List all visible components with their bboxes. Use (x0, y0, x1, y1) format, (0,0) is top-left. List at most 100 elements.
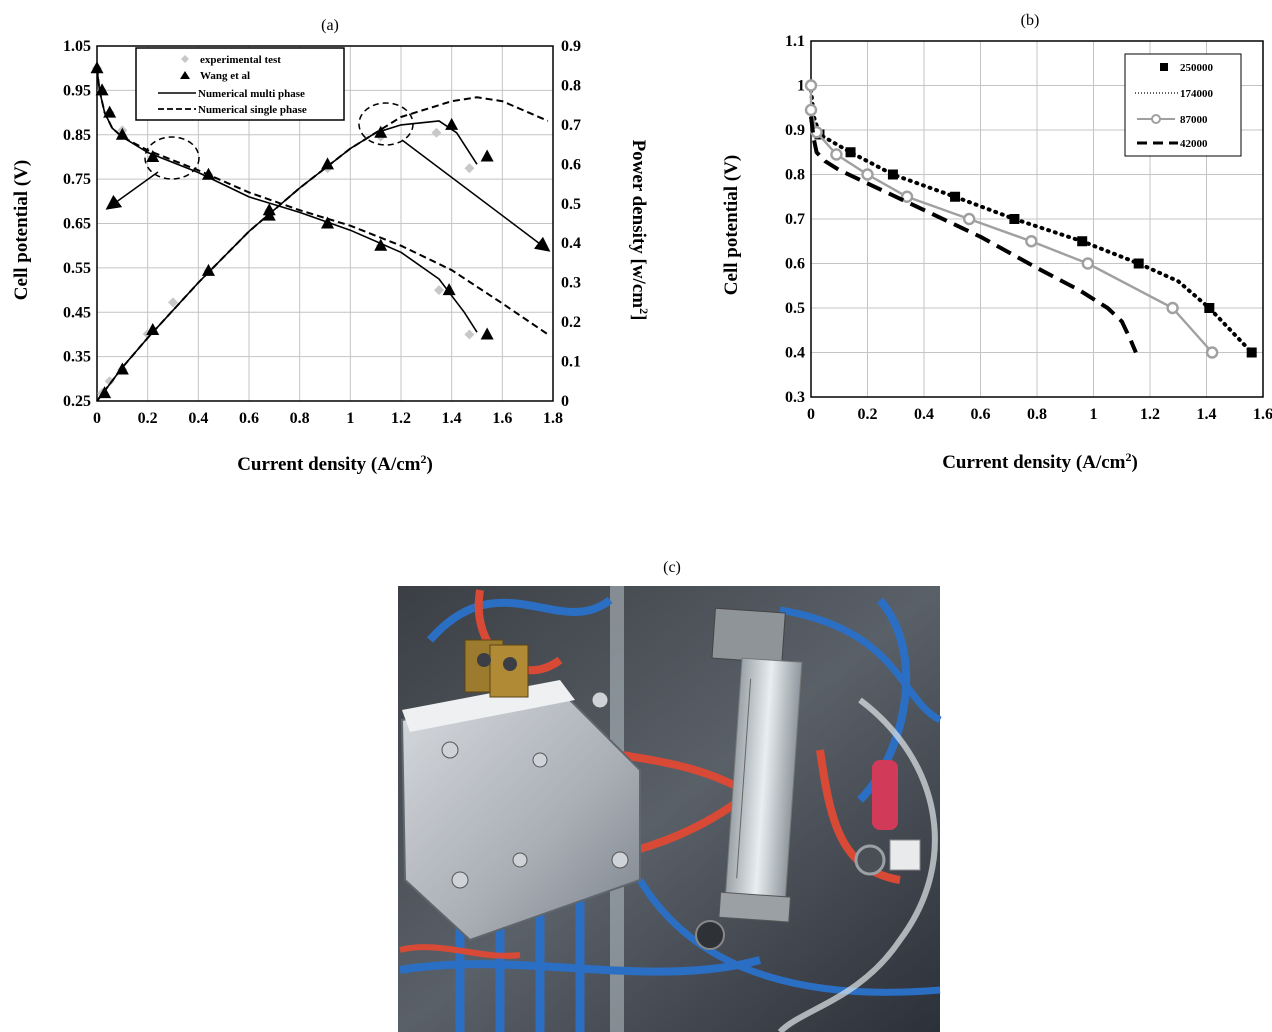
chart-a-x-tick-label: 1.8 (543, 410, 563, 427)
chart-b-x-tick-label: 1.6 (1253, 406, 1272, 423)
chart-b-data-point (1081, 257, 1095, 270)
chart-a-y-axis-title: Cell potential (V) (11, 160, 32, 300)
chart-b-y-tick-label: 0.4 (785, 345, 805, 362)
chart-b-data-point (963, 212, 976, 226)
chart-a-series-line (96, 68, 549, 336)
chart-a-legend: experimental test Wang et al Numerical m… (135, 47, 345, 121)
chart-a-x-ticks: 0 0.2 0.4 0.6 0.8 1 1.2 1.4 1.6 1.8 (93, 410, 563, 427)
chart-a-series-line (96, 120, 478, 402)
chart-b-series-174000 (809, 88, 1254, 355)
chart-a-y2-tick-label: 0.9 (561, 38, 581, 55)
chart-a-data-point (464, 329, 475, 340)
chart-a-series (90, 61, 549, 402)
chart-b-x-tick-label: 1.2 (1140, 406, 1160, 423)
chart-a-y-tick-label: 1.05 (63, 38, 91, 55)
chart-a-y2-tick-label: 0.3 (561, 275, 581, 292)
chart-b-y-tick-label: 0.8 (785, 167, 805, 184)
chart-a-data-point (442, 283, 456, 296)
chart-b-data-point (804, 103, 818, 117)
chart-a-y2-tick-label: 0.5 (561, 196, 581, 213)
chart-a: (a) 0 0.2 0.4 0.6 0.8 1 1.2 1.4 1.6 1.8 0.250.350… (11, 17, 651, 475)
chart-a-legend-label: Wang et al (200, 70, 250, 82)
chart-b-legend-label: 250000 (1180, 62, 1214, 74)
chart-b-x-tick-label: 0.6 (971, 406, 991, 423)
chart-b-data-point (1205, 346, 1219, 359)
chart-a-x-axis-title: Current density (A/cm2) (237, 452, 433, 475)
chart-b-y-tick-label: 1 (797, 78, 805, 95)
chart-b-x-tick-label: 0.8 (1027, 406, 1047, 423)
chart-a-y2-tick-label: 0.1 (561, 354, 581, 371)
chart-a-y2-tick-label: 0.7 (561, 117, 581, 134)
chart-b-series-line (809, 116, 1138, 354)
chart-a-legend-label: Numerical single phase (198, 104, 307, 116)
fuel-cell-photo (398, 586, 942, 1032)
chart-a-y2-tick-label: 0 (561, 393, 569, 410)
chart-a-legend-item-single: Numerical single phase (158, 104, 307, 116)
chart-b-x-tick-label: 0.2 (858, 406, 878, 423)
chart-b-legend-label: 42000 (1180, 138, 1208, 150)
chart-a-x-tick-label: 1.4 (442, 410, 462, 427)
chart-a-y-ticks: 0.25 0.35 0.45 0.55 0.65 0.75 0.85 0.95 1.05 (63, 38, 91, 410)
chart-a-legend-item-wang: Wang et al (180, 70, 250, 82)
chart-b-data-point (1246, 347, 1257, 358)
chart-a-x-tick-label: 0.4 (188, 410, 208, 427)
chart-a-y-tick-label: 0.95 (63, 82, 91, 99)
chart-a-y2-tick-label: 0.8 (561, 77, 581, 94)
chart-a-series-numerical-single-phase (96, 68, 549, 336)
chart-b-y-ticks: 0.3 0.4 0.5 0.6 0.7 0.8 0.9 1 1.1 (785, 33, 805, 406)
chart-a-data-point (146, 149, 160, 162)
chart-b-series-line (809, 88, 1254, 355)
chart-a-x-tick-label: 1.2 (391, 410, 411, 427)
chart-b-data-point (1025, 235, 1038, 248)
chart-a-y2-tick-label: 0.6 (561, 156, 581, 173)
chart-b-y-tick-label: 0.5 (785, 300, 805, 317)
chart-b-data-point (845, 147, 856, 158)
chart-a-data-point (168, 297, 178, 308)
chart-a-arrow-left (105, 171, 159, 210)
chart-a-data-point (480, 149, 494, 162)
chart-a-data-point (90, 61, 104, 74)
chart-a-legend-item-multi: Numerical multi phase (158, 88, 305, 100)
chart-a-data-point (104, 376, 115, 387)
chart-b-y-tick-label: 0.9 (785, 122, 805, 139)
chart-a-data-point (480, 327, 494, 340)
chart-b-data-point (1166, 301, 1179, 315)
chart-b: (b) 0 0.2 0.4 0.6 0.8 1 1.2 1.4 1.6 0.3 0.4 0.5 0.6… (721, 12, 1272, 473)
chart-a-data-point (434, 285, 444, 296)
chart-a-highlight-ellipse-right (358, 102, 414, 146)
chart-a-highlight-ellipse-left (144, 136, 200, 180)
chart-a-series-numerical-multi-phase (96, 120, 478, 402)
chart-a-data-point (374, 238, 388, 251)
chart-a-series-line (96, 96, 549, 402)
chart-b-legend-item-174000: 174000 (1135, 88, 1214, 100)
chart-a-y2-tick-label: 0.4 (561, 235, 581, 252)
chart-a-legend-label: Numerical multi phase (198, 88, 305, 100)
chart-a-data-point (445, 117, 459, 130)
chart-b-y-tick-label: 0.7 (785, 211, 805, 228)
chart-b-data-point (830, 148, 843, 161)
chart-b-legend-item-87000: 87000 (1137, 114, 1208, 126)
chart-a-data-point (431, 127, 442, 138)
chart-b-data-point (861, 168, 874, 181)
chart-a-data-point (95, 83, 109, 96)
chart-a-y-tick-label: 0.35 (63, 349, 91, 366)
photo-panel-label: (c) (663, 559, 681, 576)
chart-b-legend-item-42000: 42000 (1137, 138, 1208, 150)
chart-a-data-point (464, 163, 475, 174)
chart-b-x-tick-label: 1.4 (1197, 406, 1217, 423)
chart-a-y-tick-label: 0.65 (63, 216, 91, 233)
chart-b-y-axis-title: Cell potential (V) (721, 155, 742, 295)
chart-a-y-tick-label: 0.45 (63, 304, 91, 321)
chart-a-panel-label: (a) (321, 17, 339, 34)
chart-a-plot-frame (96, 45, 554, 402)
chart-a-series-experimental-test (97, 127, 475, 399)
chart-b-data-point (887, 169, 898, 180)
chart-a-data-point (201, 263, 215, 276)
chart-a-x-tick-label: 1 (346, 410, 354, 427)
chart-b-x-tick-label: 1 (1090, 406, 1098, 423)
chart-b-plot-frame (810, 40, 1264, 398)
chart-b-x-tick-label: 0.4 (914, 406, 934, 423)
chart-a-data-point (115, 127, 129, 140)
chart-a-y-tick-label: 0.25 (63, 393, 91, 410)
photo-panel: (c) (398, 559, 942, 1032)
